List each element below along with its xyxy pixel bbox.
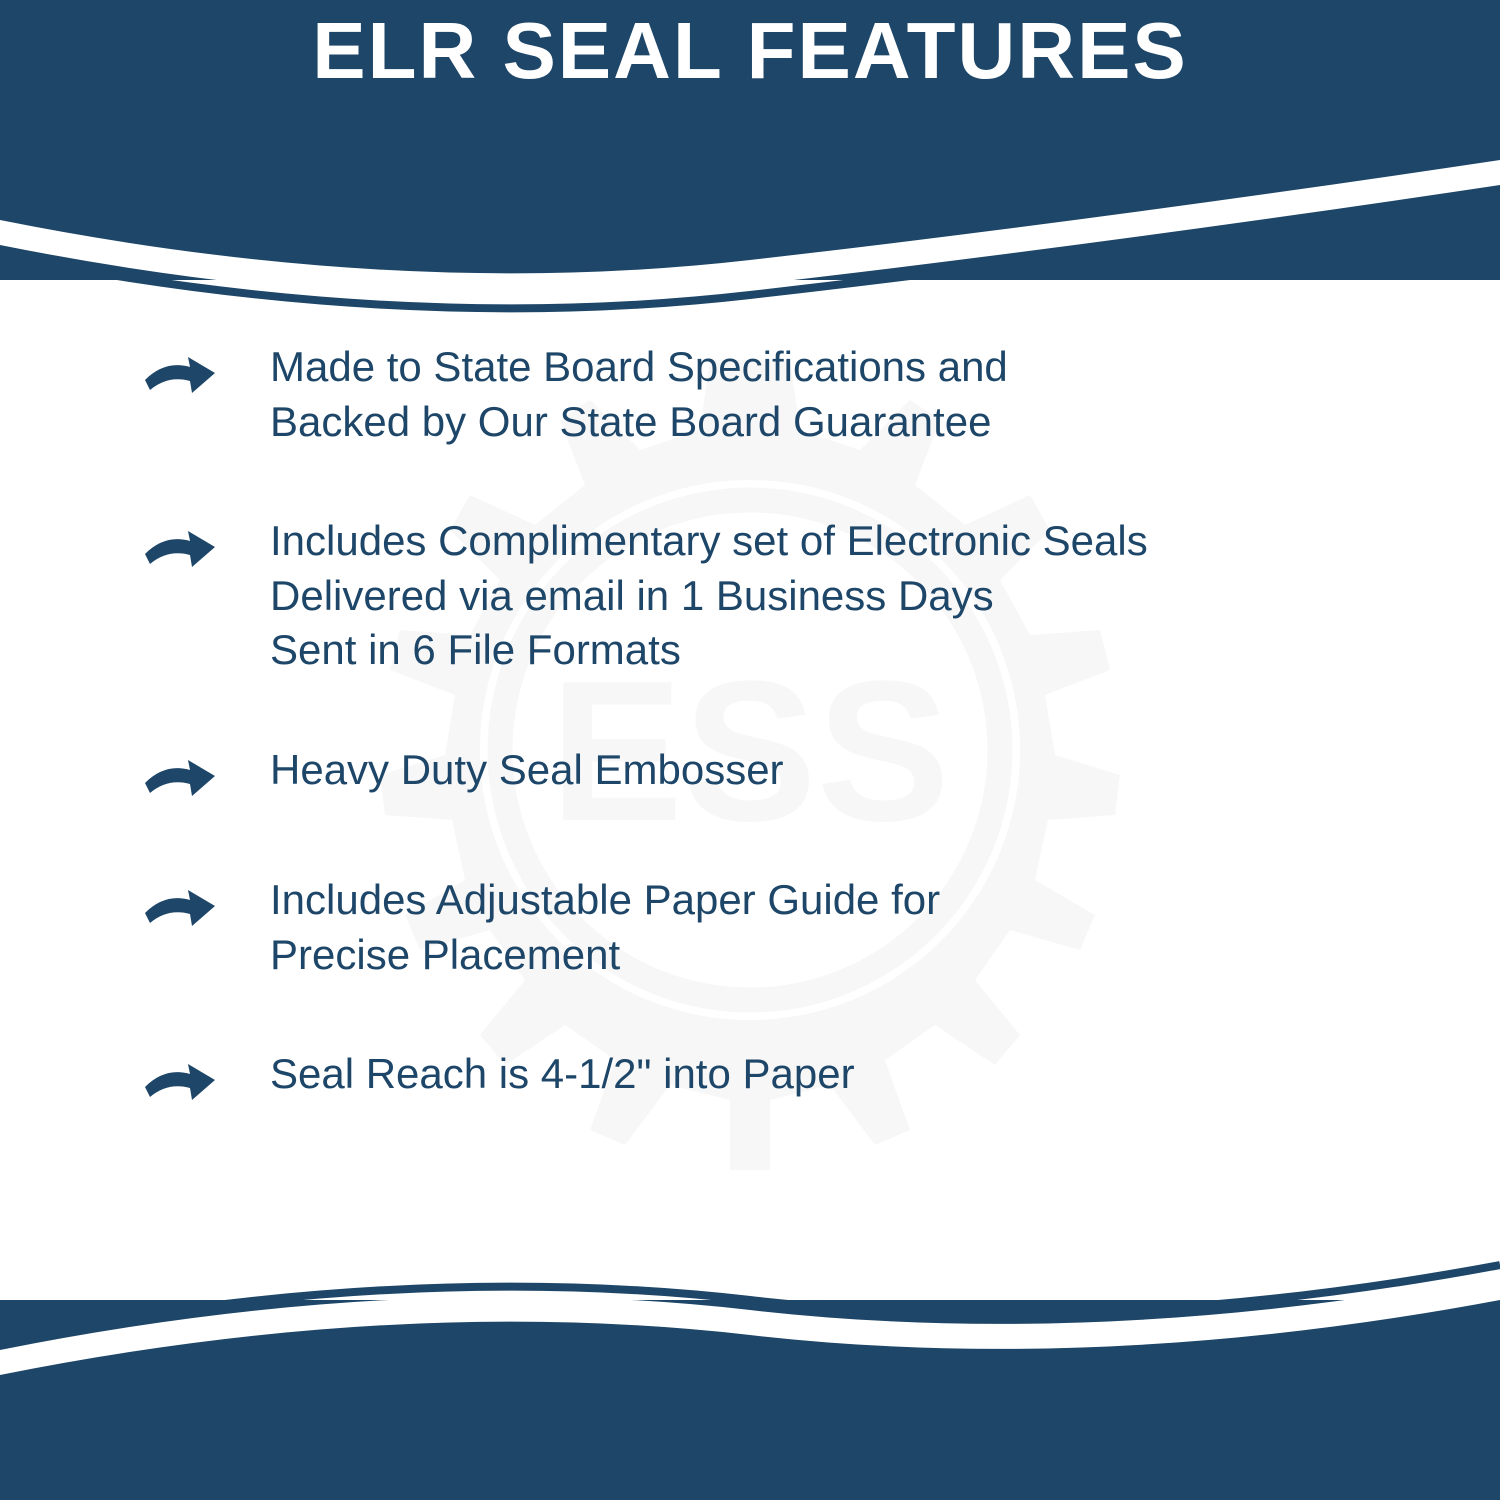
footer-swoosh-decoration bbox=[0, 1180, 1500, 1420]
arrow-icon bbox=[140, 345, 220, 405]
infographic-container: ESS ELR SEAL FEATURES Made to State Boar… bbox=[0, 0, 1500, 1500]
arrow-icon bbox=[140, 519, 220, 579]
features-list: Made to State Board Specifications and B… bbox=[140, 340, 1380, 1177]
page-title: ELR SEAL FEATURES bbox=[0, 5, 1500, 97]
feature-text: Includes Adjustable Paper Guide for Prec… bbox=[270, 873, 940, 982]
feature-item: Made to State Board Specifications and B… bbox=[140, 340, 1380, 449]
feature-line: Backed by Our State Board Guarantee bbox=[270, 395, 1008, 450]
arrow-icon bbox=[140, 748, 220, 808]
arrow-icon bbox=[140, 1052, 220, 1112]
feature-line: Precise Placement bbox=[270, 928, 940, 983]
feature-text: Heavy Duty Seal Embosser bbox=[270, 743, 784, 798]
feature-text: Includes Complimentary set of Electronic… bbox=[270, 514, 1148, 678]
feature-line: Includes Complimentary set of Electronic… bbox=[270, 514, 1148, 569]
feature-item: Includes Adjustable Paper Guide for Prec… bbox=[140, 873, 1380, 982]
feature-line: Seal Reach is 4-1/2" into Paper bbox=[270, 1047, 855, 1102]
arrow-icon bbox=[140, 878, 220, 938]
feature-item: Heavy Duty Seal Embosser bbox=[140, 743, 1380, 808]
feature-text: Made to State Board Specifications and B… bbox=[270, 340, 1008, 449]
feature-line: Made to State Board Specifications and bbox=[270, 340, 1008, 395]
feature-item: Seal Reach is 4-1/2" into Paper bbox=[140, 1047, 1380, 1112]
feature-line: Delivered via email in 1 Business Days bbox=[270, 569, 1148, 624]
feature-line: Heavy Duty Seal Embosser bbox=[270, 743, 784, 798]
feature-text: Seal Reach is 4-1/2" into Paper bbox=[270, 1047, 855, 1102]
header-swoosh-decoration bbox=[0, 120, 1500, 360]
feature-line: Sent in 6 File Formats bbox=[270, 623, 1148, 678]
feature-item: Includes Complimentary set of Electronic… bbox=[140, 514, 1380, 678]
feature-line: Includes Adjustable Paper Guide for bbox=[270, 873, 940, 928]
